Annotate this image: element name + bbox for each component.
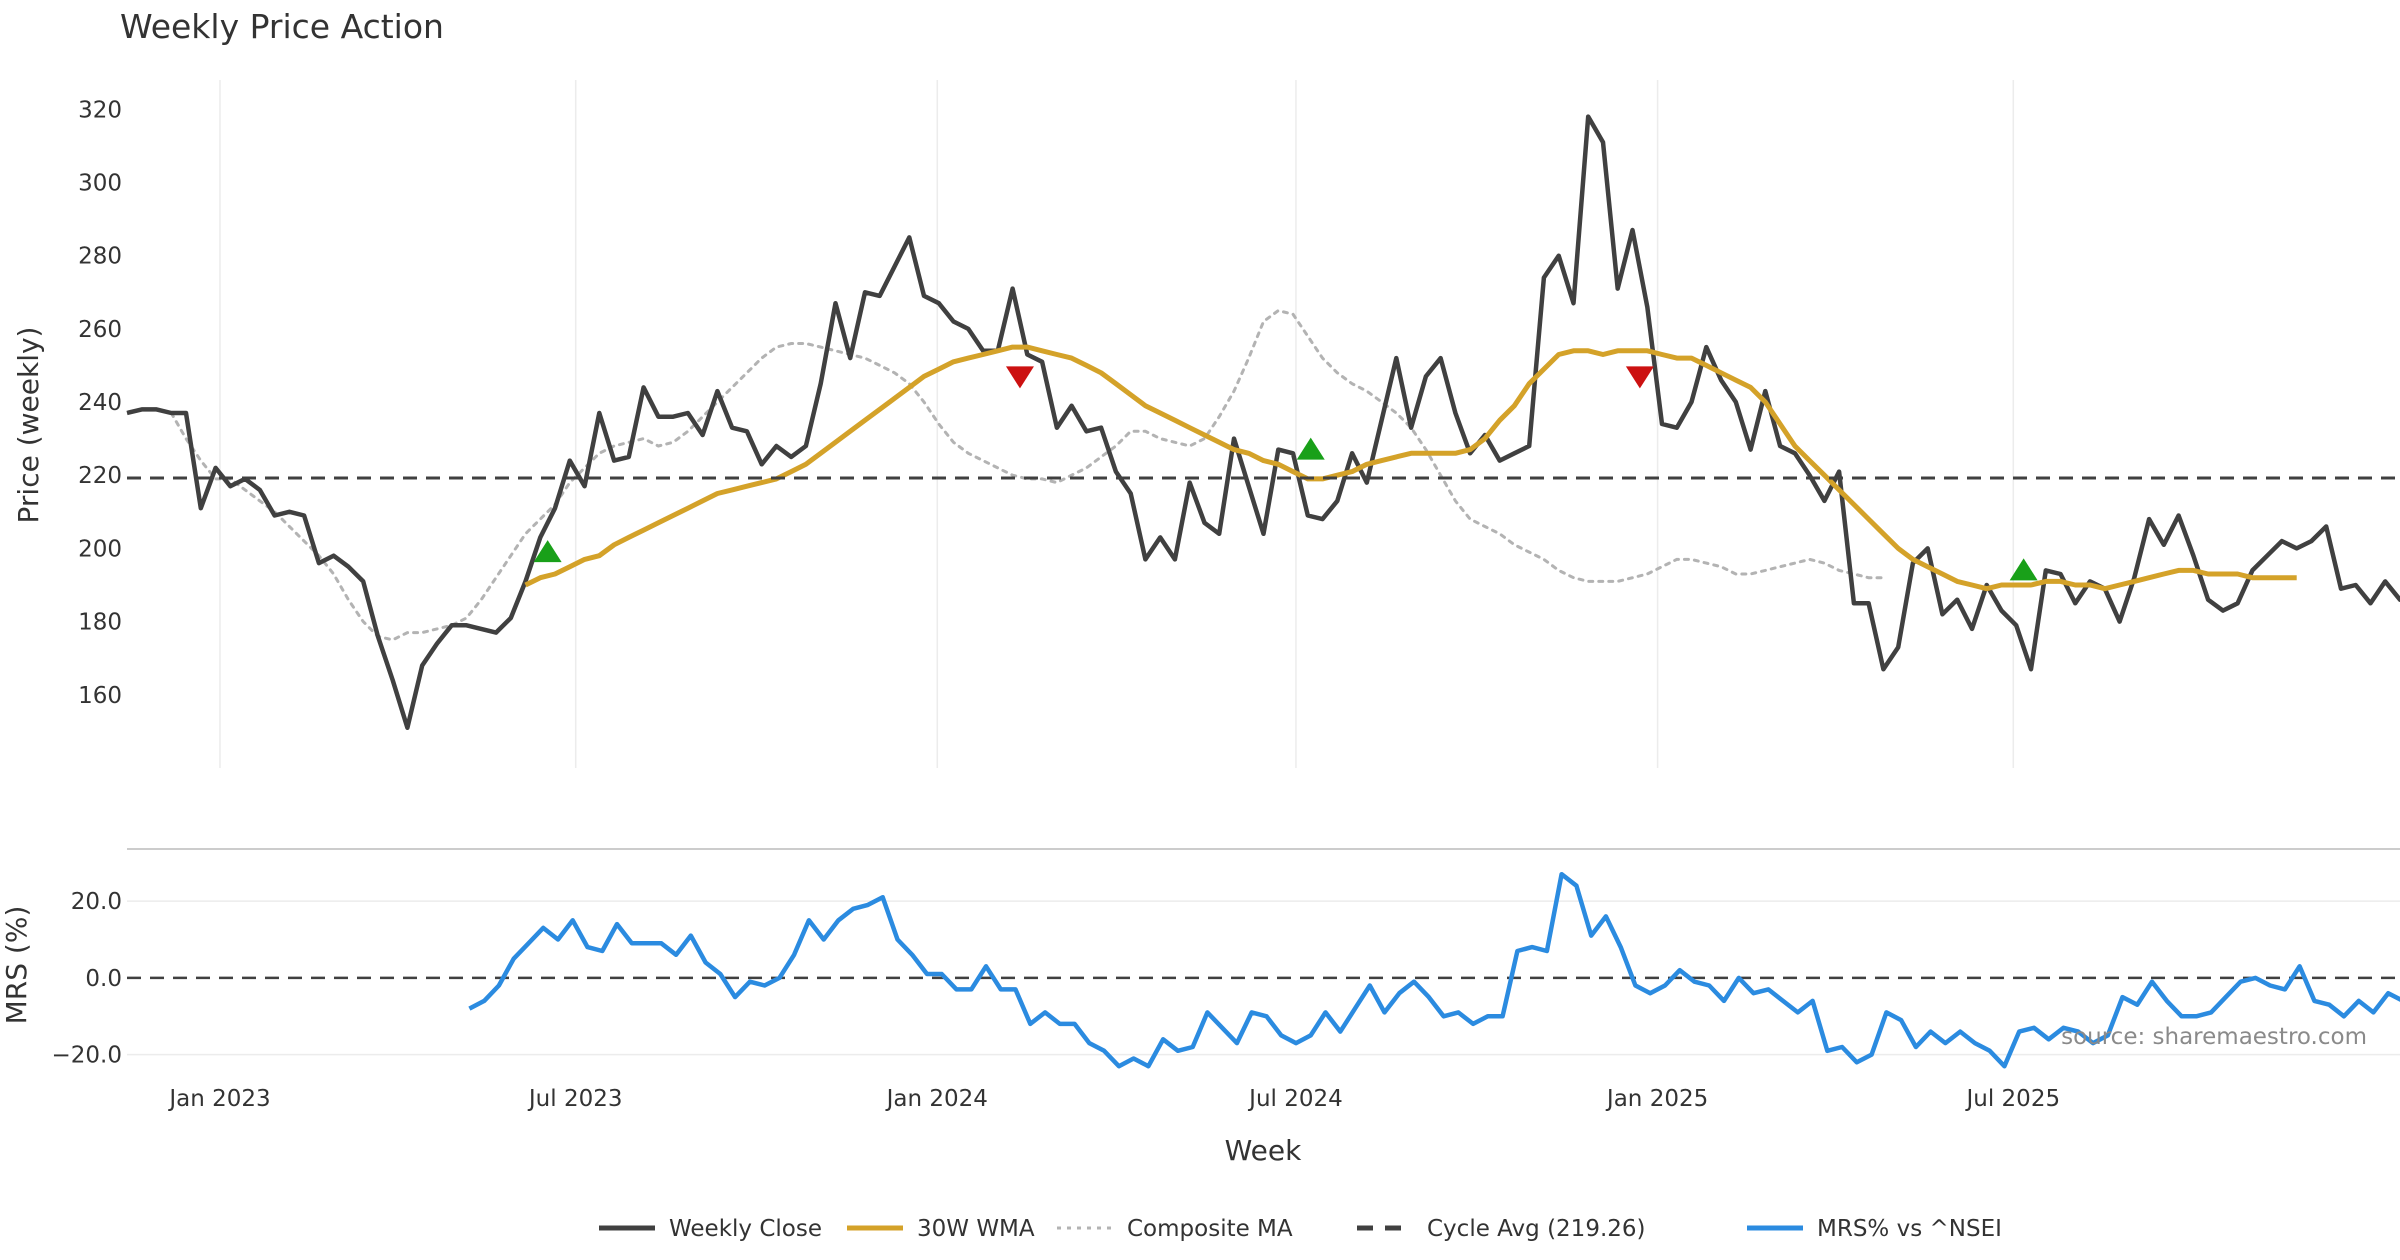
mrs-y-tick-label: −20.0 [52, 1043, 122, 1069]
legend-item-weekly-close: Weekly Close [599, 1216, 822, 1242]
legend-item-30w-wma: 30W WMA [847, 1216, 1035, 1242]
source-label: source: sharemaestro.com [2061, 1024, 2367, 1050]
price-y-tick-label: 220 [78, 463, 122, 489]
legend-item-cycle-avg-219-26: Cycle Avg (219.26) [1357, 1216, 1646, 1242]
sell-signal-marker [1625, 366, 1654, 389]
x-tick-label: Jan 2024 [885, 1086, 988, 1112]
weekly-close-line [126, 114, 2400, 730]
x-tick-label: Jul 2024 [1247, 1086, 1343, 1112]
price-y-axis: 160 180 200 220 240 260 280 300 320 [78, 97, 122, 709]
mrs-y-axis-label: MRS (%) [0, 906, 33, 1025]
mrs-y-axis: −20.0 0.0 20.0 [52, 889, 122, 1069]
price-grid [219, 80, 2015, 768]
buy-signal-marker [1296, 437, 1325, 460]
x-axis: Jan 2023 Jul 2023 Jan 2024 Jul 2024 Jan 2025… [167, 1086, 2060, 1112]
composite-ma-line [169, 308, 1885, 642]
buy-signal-marker [533, 540, 562, 563]
signal-markers [533, 366, 2038, 581]
price-y-axis-label: Price (weekly) [12, 327, 45, 524]
price-y-tick-label: 200 [78, 536, 122, 562]
price-y-tick-label: 240 [78, 390, 122, 416]
buy-signal-marker [2009, 558, 2038, 581]
legend: Weekly Close 30W WMA Composite MA Cycle Avg… [599, 1216, 2002, 1242]
price-panel: 160 180 200 220 240 260 280 300 320 [78, 80, 2400, 768]
price-y-tick-label: 260 [78, 317, 122, 343]
x-axis-label: Week [1225, 1134, 1302, 1167]
legend-item-mrs-vs-nsei: MRS% vs ^NSEI [1747, 1216, 2002, 1242]
legend-label: Weekly Close [669, 1216, 822, 1242]
mrs-grid [127, 900, 2400, 1056]
x-tick-label: Jan 2023 [167, 1086, 270, 1112]
price-y-tick-label: 160 [78, 683, 122, 709]
wma-30w-line [524, 344, 2297, 592]
mrs-y-tick-label: 20.0 [71, 889, 122, 915]
legend-label: Cycle Avg (219.26) [1427, 1216, 1646, 1242]
legend-label: Composite MA [1127, 1216, 1293, 1242]
price-y-tick-label: 320 [78, 97, 122, 123]
x-tick-label: Jan 2025 [1605, 1086, 1708, 1112]
legend-item-composite-ma: Composite MA [1057, 1216, 1293, 1242]
price-y-tick-label: 280 [78, 244, 122, 270]
x-tick-label: Jul 2023 [527, 1086, 623, 1112]
mrs-panel: −20.0 0.0 20.0 [52, 848, 2400, 1069]
price-series [126, 114, 2400, 730]
legend-label: MRS% vs ^NSEI [1817, 1216, 2002, 1242]
price-y-tick-label: 180 [78, 610, 122, 636]
legend-label: 30W WMA [917, 1216, 1035, 1242]
sell-signal-marker [1005, 366, 1034, 389]
x-tick-label: Jul 2025 [1964, 1086, 2060, 1112]
price-y-tick-label: 300 [78, 170, 122, 196]
mrs-line [468, 871, 2400, 1069]
mrs-series [127, 871, 2400, 1069]
chart-title: Weekly Price Action [120, 7, 444, 46]
mrs-y-tick-label: 0.0 [85, 966, 122, 992]
